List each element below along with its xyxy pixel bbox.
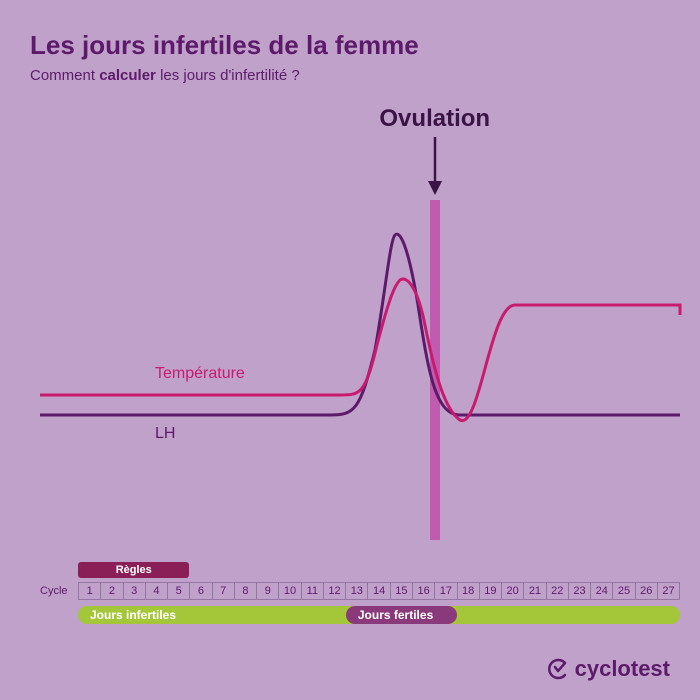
cycle-day-cell: 20 bbox=[501, 583, 523, 599]
cycle-label: Cycle bbox=[40, 585, 78, 597]
cycle-day-cell: 25 bbox=[612, 583, 634, 599]
cycle-day-cell: 3 bbox=[123, 583, 145, 599]
page-title: Les jours infertiles de la femme bbox=[30, 30, 670, 61]
cycle-day-cell: 26 bbox=[635, 583, 657, 599]
cycle-day-cell: 8 bbox=[234, 583, 256, 599]
lh-curve bbox=[40, 234, 680, 415]
cycle-day-cell: 23 bbox=[568, 583, 590, 599]
brand-footer: cyclotest bbox=[545, 656, 670, 682]
regles-badge: Règles bbox=[78, 562, 189, 578]
brand-name: cyclotest bbox=[575, 656, 670, 682]
brand-logo-icon bbox=[545, 657, 569, 681]
infographic-container: Les jours infertiles de la femme Comment… bbox=[0, 0, 700, 700]
cycle-day-cell: 2 bbox=[100, 583, 122, 599]
cycle-day-cell: 16 bbox=[412, 583, 434, 599]
cycle-day-cell: 9 bbox=[256, 583, 278, 599]
lh-label: LH bbox=[155, 425, 175, 443]
cycle-cells: 1234567891011121314151617181920212223242… bbox=[78, 582, 680, 600]
timeline: Règles Cycle 123456789101112131415161718… bbox=[40, 560, 680, 630]
page-subtitle: Comment calculer les jours d'infertilité… bbox=[30, 67, 670, 84]
cycle-day-cell: 5 bbox=[167, 583, 189, 599]
cycle-day-cell: 22 bbox=[546, 583, 568, 599]
cycle-day-cell: 18 bbox=[457, 583, 479, 599]
cycle-day-cell: 6 bbox=[189, 583, 211, 599]
cycle-day-cell: 21 bbox=[523, 583, 545, 599]
cycle-day-cell: 4 bbox=[145, 583, 167, 599]
cycle-day-cell: 24 bbox=[590, 583, 612, 599]
fertile-segment: Jours fertiles bbox=[346, 606, 457, 624]
cycle-day-cell: 13 bbox=[345, 583, 367, 599]
phase-bar-row: Jours infertiles Jours fertiles bbox=[40, 606, 680, 624]
cycle-row: Cycle 1234567891011121314151617181920212… bbox=[40, 582, 680, 600]
cycle-day-cell: 12 bbox=[323, 583, 345, 599]
cycle-day-cell: 11 bbox=[301, 583, 323, 599]
temperature-label: Température bbox=[155, 365, 245, 383]
cycle-day-cell: 7 bbox=[212, 583, 234, 599]
cycle-day-cell: 15 bbox=[390, 583, 412, 599]
cycle-day-cell: 17 bbox=[434, 583, 456, 599]
chart-area: Ovulation Température LH bbox=[40, 105, 680, 540]
phase-bar-track: Jours infertiles Jours fertiles bbox=[78, 606, 680, 624]
curves-svg bbox=[40, 105, 680, 545]
cycle-day-cell: 10 bbox=[278, 583, 300, 599]
cycle-day-cell: 1 bbox=[78, 583, 100, 599]
cycle-day-cell: 14 bbox=[367, 583, 389, 599]
cycle-day-cell: 27 bbox=[657, 583, 680, 599]
cycle-day-cell: 19 bbox=[479, 583, 501, 599]
